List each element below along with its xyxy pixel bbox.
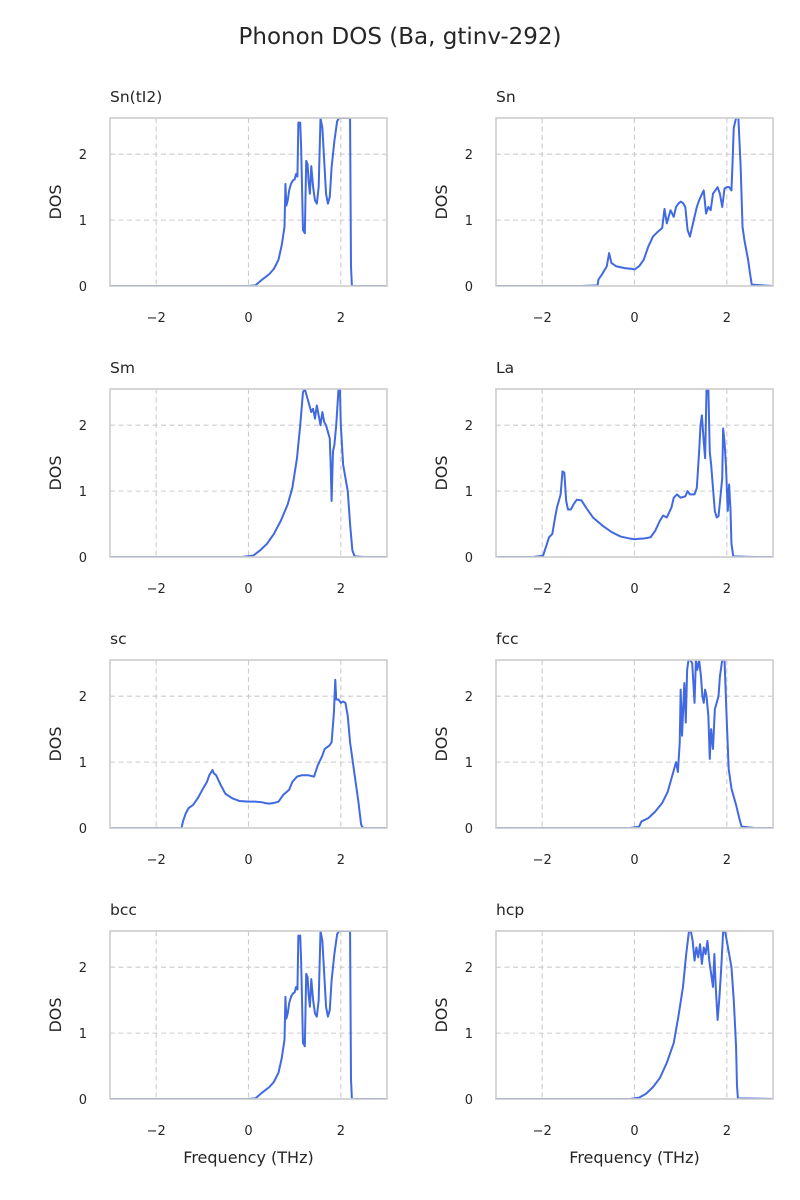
y-axis-label: DOS xyxy=(46,726,65,761)
x-tick-label-1: −2 xyxy=(533,582,552,597)
plot-frame xyxy=(495,388,774,558)
plot-frame xyxy=(495,659,774,829)
dos-line-series-1 xyxy=(110,678,387,828)
plot-frame xyxy=(109,659,388,829)
y-tick-label-2: 1 xyxy=(465,485,473,500)
x-tick-label-1: −2 xyxy=(533,311,552,326)
plot-frame xyxy=(109,117,388,287)
y-tick-label-2: 1 xyxy=(79,214,87,229)
y-tick-label-1: 0 xyxy=(465,551,473,566)
panel-title: Sn xyxy=(496,88,516,106)
x-tick-label-1: −2 xyxy=(147,582,166,597)
dos-line-series-1 xyxy=(496,931,773,1099)
panel-8: −2 0 2 0 1 2 hcp DOS Frequency (THz) xyxy=(432,901,774,1167)
y-tick-label-3: 2 xyxy=(79,961,87,976)
panel-title: Sm xyxy=(110,359,135,377)
dos-line-series-1 xyxy=(110,389,387,557)
y-tick-label-1: 0 xyxy=(79,551,87,566)
dos-line-series-1 xyxy=(496,389,773,557)
y-tick-label-1: 0 xyxy=(465,280,473,295)
panel-title: hcp xyxy=(496,901,524,919)
x-tick-label-1: −2 xyxy=(147,311,166,326)
x-tick-label-2: 0 xyxy=(244,311,252,326)
y-tick-label-1: 0 xyxy=(465,822,473,837)
x-tick-label-3: 2 xyxy=(723,582,731,597)
y-tick-label-2: 1 xyxy=(79,756,87,771)
x-tick-label-3: 2 xyxy=(723,311,731,326)
y-tick-label-3: 2 xyxy=(79,419,87,434)
y-tick-label-1: 0 xyxy=(79,280,87,295)
x-tick-label-1: −2 xyxy=(147,853,166,868)
y-tick-label-1: 0 xyxy=(79,822,87,837)
panel-title: bcc xyxy=(110,901,137,919)
y-tick-label-2: 1 xyxy=(79,485,87,500)
y-axis-label: DOS xyxy=(432,997,451,1032)
panel-7: −2 0 2 0 1 2 bcc DOS Frequency (THz) xyxy=(46,901,388,1167)
x-tick-label-2: 0 xyxy=(244,1124,252,1139)
x-tick-label-3: 2 xyxy=(337,311,345,326)
x-tick-label-1: −2 xyxy=(533,1124,552,1139)
y-tick-label-3: 2 xyxy=(465,961,473,976)
y-tick-label-3: 2 xyxy=(79,690,87,705)
y-tick-label-3: 2 xyxy=(465,690,473,705)
panel-grid: −2 0 2 0 1 2 Sn(tI2) DOS −2 0 2 0 1 2 Sn DOS −2 0 2 0 1 2 Sm DO… xyxy=(46,88,774,1167)
y-axis-label: DOS xyxy=(432,184,451,219)
y-tick-label-2: 1 xyxy=(79,1027,87,1042)
y-tick-label-2: 1 xyxy=(465,756,473,771)
panel-title: Sn(tI2) xyxy=(110,88,162,106)
panel-title: fcc xyxy=(496,630,519,648)
dos-line-series-1 xyxy=(496,118,773,286)
x-tick-label-3: 2 xyxy=(337,582,345,597)
y-axis-label: DOS xyxy=(432,455,451,490)
panel-6: −2 0 2 0 1 2 fcc DOS xyxy=(432,630,774,868)
x-tick-label-2: 0 xyxy=(630,311,638,326)
plot-frame xyxy=(495,117,774,287)
x-tick-label-2: 0 xyxy=(630,1124,638,1139)
x-tick-label-3: 2 xyxy=(337,853,345,868)
panel-title: sc xyxy=(110,630,127,648)
x-tick-label-2: 0 xyxy=(244,853,252,868)
plot-frame xyxy=(109,930,388,1100)
x-tick-label-2: 0 xyxy=(630,582,638,597)
dos-line-series-1 xyxy=(496,660,773,828)
x-axis-label: Frequency (THz) xyxy=(569,1148,699,1167)
plot-frame xyxy=(109,388,388,558)
y-tick-label-3: 2 xyxy=(79,148,87,163)
panel-title: La xyxy=(496,359,514,377)
panel-5: −2 0 2 0 1 2 sc DOS xyxy=(46,630,388,868)
x-tick-label-3: 2 xyxy=(723,853,731,868)
panel-1: −2 0 2 0 1 2 Sn(tI2) DOS xyxy=(46,88,388,326)
x-tick-label-2: 0 xyxy=(630,853,638,868)
y-tick-label-1: 0 xyxy=(465,1093,473,1108)
y-tick-label-3: 2 xyxy=(465,419,473,434)
y-axis-label: DOS xyxy=(432,726,451,761)
y-axis-label: DOS xyxy=(46,184,65,219)
y-tick-label-1: 0 xyxy=(79,1093,87,1108)
x-tick-label-3: 2 xyxy=(723,1124,731,1139)
x-tick-label-2: 0 xyxy=(244,582,252,597)
figure-title: Phonon DOS (Ba, gtinv-292) xyxy=(239,24,562,50)
panel-4: −2 0 2 0 1 2 La DOS xyxy=(432,359,774,597)
x-tick-label-1: −2 xyxy=(533,853,552,868)
x-tick-label-3: 2 xyxy=(337,1124,345,1139)
y-tick-label-2: 1 xyxy=(465,1027,473,1042)
x-axis-label: Frequency (THz) xyxy=(183,1148,313,1167)
y-axis-label: DOS xyxy=(46,997,65,1032)
plot-frame xyxy=(495,930,774,1100)
dos-line-series-1 xyxy=(110,118,387,286)
y-axis-label: DOS xyxy=(46,455,65,490)
x-tick-label-1: −2 xyxy=(147,1124,166,1139)
y-tick-label-3: 2 xyxy=(465,148,473,163)
y-tick-label-2: 1 xyxy=(465,214,473,229)
dos-line-series-1 xyxy=(110,931,387,1099)
panel-2: −2 0 2 0 1 2 Sn DOS xyxy=(432,88,774,326)
panel-3: −2 0 2 0 1 2 Sm DOS xyxy=(46,359,388,597)
